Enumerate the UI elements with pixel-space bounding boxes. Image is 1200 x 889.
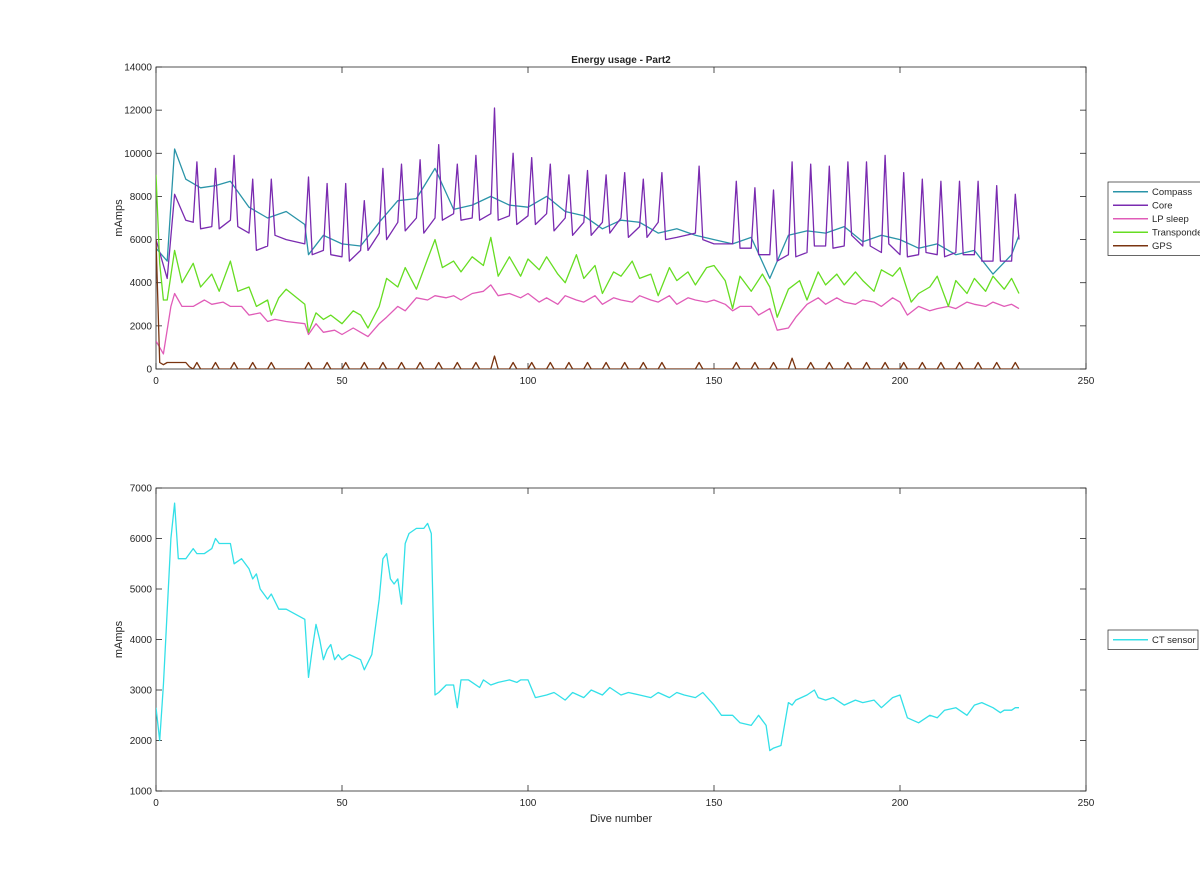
legend: CT sensor <box>1107 629 1199 650</box>
legend-entry: Core <box>1152 201 1173 212</box>
x-tick-label: 250 <box>1078 376 1095 387</box>
legend-entry: Compass <box>1152 187 1192 198</box>
y-tick-label: 7000 <box>130 484 153 495</box>
plot-area <box>155 487 1087 792</box>
y-tick-label: 10000 <box>124 149 152 160</box>
x-tick-label: 0 <box>153 798 159 809</box>
y-tick-label: 3000 <box>130 686 153 697</box>
x-tick-label: 100 <box>520 798 537 809</box>
legend-entry: GPS <box>1152 241 1172 252</box>
series-line-lp-sleep <box>156 284 1020 355</box>
y-tick-label: 14000 <box>124 63 152 74</box>
y-tick-label: 5000 <box>130 585 153 596</box>
series-line-ct-sensor <box>156 502 1019 752</box>
x-axis-label: Dive number <box>590 813 653 825</box>
y-tick-label: 2000 <box>130 321 153 332</box>
legend-entry: LP sleep <box>1152 214 1189 225</box>
y-tick-label: 4000 <box>130 278 153 289</box>
x-tick-label: 250 <box>1078 798 1095 809</box>
y-tick-label: 8000 <box>130 192 153 203</box>
series-group <box>156 502 1019 752</box>
series-line-gps <box>156 239 1020 369</box>
energy-usage-panel: 0 50 100 150 200 250 0 2000 4000 6000 8000 10000 120… <box>113 55 1200 387</box>
y-tick-label: 2000 <box>130 736 153 747</box>
y-tick-label: 12000 <box>124 106 152 117</box>
y-tick-label: 6000 <box>130 534 153 545</box>
x-tick-label: 50 <box>336 376 348 387</box>
y-tick-label: 1000 <box>130 787 153 798</box>
x-tick-label: 200 <box>892 798 909 809</box>
legend-entry: Transponder <box>1152 228 1200 239</box>
x-tick-label: 200 <box>892 376 909 387</box>
legend-box <box>1107 629 1199 650</box>
y-tick-label: 4000 <box>130 635 153 646</box>
ct-sensor-panel: 0 50 100 150 200 250 1000 2000 3000 4000 5000 6000 7… <box>113 484 1199 825</box>
y-tick-label: 6000 <box>130 235 153 246</box>
y-axis-label: mAmps <box>113 199 125 237</box>
y-axis-label: mAmps <box>113 620 125 658</box>
x-tick-label: 150 <box>706 798 723 809</box>
x-tick-label: 150 <box>706 376 723 387</box>
x-tick-label: 50 <box>336 798 348 809</box>
x-tick-label: 100 <box>520 376 537 387</box>
series-line-core <box>156 107 1020 280</box>
chart-title: Energy usage - Part2 <box>571 55 671 66</box>
legend: Compass Core LP sleep Transponder GPS <box>1107 181 1200 256</box>
series-line-transponder <box>156 174 1020 333</box>
series-group <box>156 107 1020 369</box>
x-tick-label: 0 <box>153 376 159 387</box>
y-tick-label: 0 <box>146 365 152 376</box>
legend-entry: CT sensor <box>1152 635 1196 646</box>
